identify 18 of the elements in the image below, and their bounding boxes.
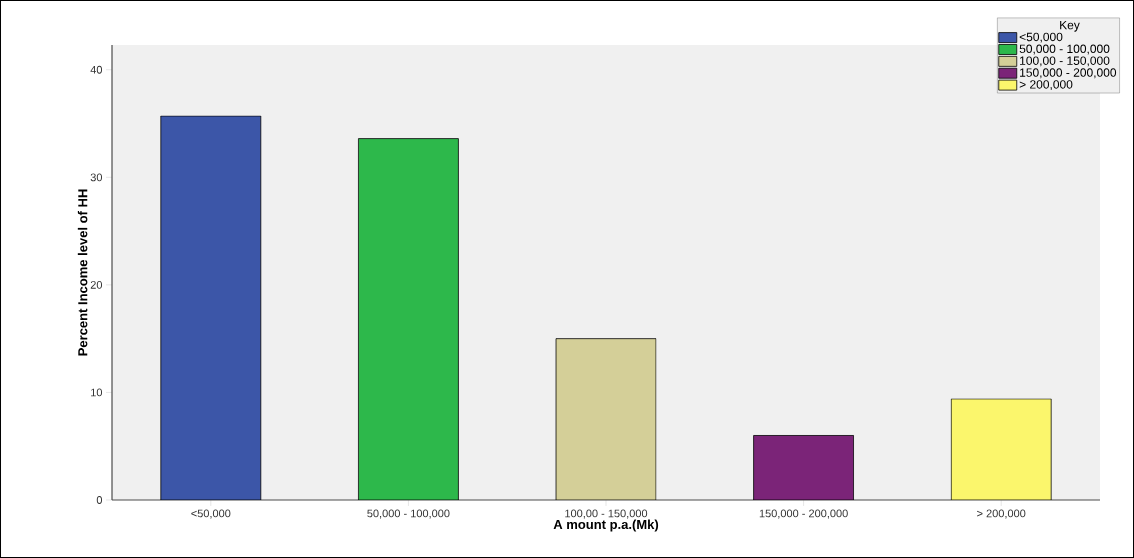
y-tick-label: 10 xyxy=(91,388,103,397)
legend-title: Key xyxy=(1060,20,1080,32)
x-tick-label: > 200,000 xyxy=(977,509,1026,519)
legend-label: > 200,000 xyxy=(1019,80,1073,91)
x-tick-label: 150,000 - 200,000 xyxy=(759,509,848,519)
y-tick-label: 40 xyxy=(90,65,103,74)
y-tick-label: 30 xyxy=(90,173,103,182)
legend-label: <50,000 xyxy=(1019,32,1063,43)
y-axis-title: Percent Income level of HH xyxy=(77,189,88,356)
y-tick-label: 0 xyxy=(96,496,103,504)
x-tick-label: 50,000 - 100,000 xyxy=(367,509,450,519)
x-axis-title: A mount p.a.(Mk) xyxy=(553,519,659,532)
x-tick-label: 100,00 - 150,000 xyxy=(565,509,648,519)
legend-label: 150,000 - 200,000 xyxy=(1020,68,1117,79)
legend-label: 50,000 - 100,000 xyxy=(1019,44,1110,55)
x-tick-label: <50,000 xyxy=(191,509,231,519)
legend-label: 100,00 - 150,000 xyxy=(1020,56,1110,67)
y-tick-label: 20 xyxy=(90,280,103,289)
